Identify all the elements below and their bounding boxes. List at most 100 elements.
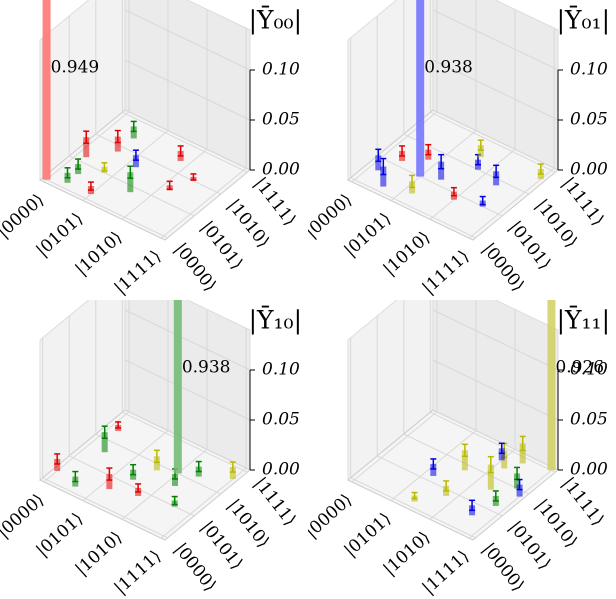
grid-line bbox=[432, 9, 559, 71]
bar bbox=[229, 467, 236, 480]
z-tick-label: 0.00 bbox=[262, 160, 300, 180]
error-bar bbox=[190, 173, 197, 181]
bar bbox=[106, 474, 113, 490]
error-bar bbox=[469, 499, 476, 512]
grid-line bbox=[377, 455, 503, 517]
error-bar bbox=[229, 461, 236, 473]
grid-line bbox=[429, 148, 516, 220]
bar bbox=[516, 484, 523, 497]
error-bar bbox=[487, 455, 494, 474]
x-tick-label: |1111⟩ bbox=[111, 246, 166, 298]
error-bar bbox=[493, 164, 500, 179]
z-tick-label: 0.05 bbox=[262, 110, 300, 130]
x-tick-label: |0101⟩ bbox=[33, 209, 88, 261]
bar bbox=[130, 126, 137, 139]
grid-line bbox=[122, 411, 248, 473]
error-bar bbox=[101, 162, 108, 172]
grid-line bbox=[351, 411, 438, 483]
grid-line bbox=[82, 130, 169, 202]
bar bbox=[438, 161, 445, 180]
grid-line bbox=[432, 309, 559, 371]
bar bbox=[477, 145, 484, 158]
grid-line bbox=[432, 359, 559, 421]
error-bar bbox=[411, 491, 418, 500]
grid-line bbox=[160, 167, 247, 239]
x-tick-label: |0101⟩ bbox=[33, 509, 88, 561]
x-tick-label: |1111⟩ bbox=[111, 546, 166, 598]
x-tick-label: |0000⟩ bbox=[0, 490, 48, 542]
error-bar bbox=[450, 186, 457, 197]
grid-line bbox=[430, 411, 556, 473]
error-bar bbox=[166, 180, 173, 191]
chart-title: |Ῡ₁₁| bbox=[557, 306, 610, 336]
error-bar bbox=[380, 157, 387, 176]
peak-label: 0.926 bbox=[555, 358, 604, 378]
z-tick-label: 0.00 bbox=[262, 460, 300, 480]
chart-title: |Ῡ₁₀| bbox=[249, 306, 302, 336]
x-tick-label: |0000⟩ bbox=[302, 190, 357, 242]
z-tick-label: 0.10 bbox=[570, 360, 608, 380]
error-bar bbox=[106, 467, 113, 481]
x-tick-label: |1010⟩ bbox=[72, 528, 127, 580]
grid-line bbox=[390, 130, 477, 202]
bar bbox=[498, 448, 505, 461]
x-tick-label: |0101⟩ bbox=[341, 509, 396, 561]
z-tick-label: 0.05 bbox=[262, 410, 300, 430]
grid-line bbox=[121, 448, 208, 520]
chart-title: |Ῡ₀₀| bbox=[249, 6, 302, 36]
chart-title: |Ῡ₀₁| bbox=[557, 6, 610, 36]
grid-line bbox=[430, 111, 556, 173]
error-bar bbox=[479, 195, 486, 206]
grid-line bbox=[42, 477, 168, 539]
x-tick-label: |1010⟩ bbox=[72, 228, 127, 280]
error-bar bbox=[430, 458, 437, 470]
peak-bar bbox=[173, 300, 182, 474]
peak-bar bbox=[42, 0, 51, 180]
error-bar bbox=[101, 425, 108, 439]
x-tick-label: |0000⟩ bbox=[302, 490, 357, 542]
error-bar bbox=[492, 490, 499, 502]
bar bbox=[127, 172, 134, 193]
grid-line bbox=[124, 309, 251, 371]
z-tick-label: 0.10 bbox=[262, 60, 300, 80]
grid-line bbox=[82, 430, 169, 502]
panel: |0000⟩|0101⟩|1010⟩|1111⟩ |0000⟩|0101⟩|101… bbox=[0, 0, 302, 298]
error-bar bbox=[87, 181, 94, 191]
bar bbox=[461, 450, 468, 471]
bar bbox=[514, 473, 521, 489]
z-tick-label: 0.05 bbox=[570, 410, 608, 430]
error-bar bbox=[75, 158, 82, 170]
bar bbox=[375, 155, 382, 171]
error-bar bbox=[83, 130, 90, 144]
error-bar bbox=[135, 483, 142, 493]
error-bar bbox=[72, 470, 79, 483]
z-tick-label: 0.05 bbox=[570, 110, 608, 130]
peak-label: 0.938 bbox=[424, 58, 473, 78]
error-bar bbox=[537, 163, 544, 175]
error-bar bbox=[461, 443, 468, 458]
grid-line bbox=[350, 177, 476, 239]
bar bbox=[493, 171, 500, 186]
error-bar bbox=[130, 120, 137, 133]
grid-line bbox=[42, 177, 168, 239]
bar bbox=[83, 137, 90, 158]
grid-line bbox=[121, 148, 208, 220]
error-bar bbox=[516, 478, 523, 491]
grid-line bbox=[468, 467, 555, 539]
grid-line bbox=[468, 167, 555, 239]
bar bbox=[101, 432, 108, 453]
bar bbox=[519, 443, 526, 464]
error-bar bbox=[375, 148, 382, 163]
peak-label: 0.938 bbox=[182, 358, 231, 378]
panel: |0000⟩|0101⟩|1010⟩|1111⟩ |0000⟩|0101⟩|101… bbox=[0, 300, 302, 598]
grid-line bbox=[160, 467, 247, 539]
bar bbox=[132, 155, 139, 168]
grid-line bbox=[429, 448, 516, 520]
panel: |0000⟩|0101⟩|1010⟩|1111⟩ |0000⟩|0101⟩|101… bbox=[302, 0, 610, 298]
error-bar bbox=[409, 174, 416, 189]
error-bar bbox=[54, 453, 61, 465]
bar bbox=[153, 456, 160, 471]
bar bbox=[430, 463, 437, 476]
grid-line bbox=[122, 111, 248, 173]
